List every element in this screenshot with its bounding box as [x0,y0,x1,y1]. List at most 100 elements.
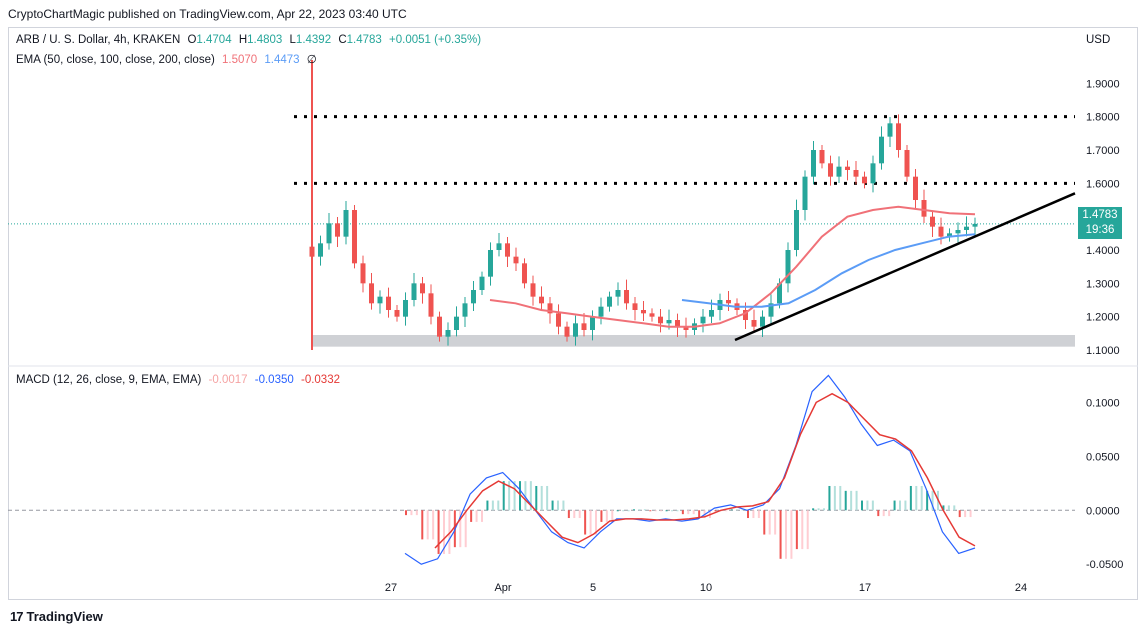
macd-histogram-bar [882,510,885,517]
macd-histogram-bar [546,485,549,511]
macd-histogram-bar [529,481,532,511]
macd-histogram-bar [763,510,766,535]
macd-histogram-bar [627,510,630,512]
macd-histogram-bar [540,485,543,511]
macd-histogram-bar [736,509,739,511]
macd-histogram-bar [638,509,641,511]
macd-histogram-bar [649,510,652,512]
candle-body [615,290,621,297]
macd-histogram-bar [524,481,527,511]
candle-body [845,166,850,170]
candle-body [547,303,553,314]
time-axis-label: 17 [859,582,871,594]
macd-histogram-bar [665,510,668,512]
candle-body [411,283,417,300]
candle-body [683,326,689,330]
macd-histogram-bar [861,500,863,511]
candle-body [420,283,425,294]
candle-body [964,226,969,230]
macd-histogram-bar [833,485,836,511]
candle-body [471,290,476,304]
macd-histogram-bar [839,485,842,511]
macd-histogram-bar [491,500,494,511]
candle-body [454,316,459,330]
ema100-line [681,233,976,308]
candle-body [777,283,782,304]
macd-histogram-bar [828,485,831,511]
macd-histogram-bar [915,485,918,511]
tradingview-brand[interactable]: 17 TradingView [10,609,103,624]
macd-histogram-bar [909,485,912,511]
macd-histogram-bar [676,510,679,512]
macd-histogram-bar [931,490,934,511]
macd-histogram-bar [817,508,820,511]
candle-body [428,293,434,317]
candle-body [386,296,391,310]
price-axis-label: 1.8000 [1086,112,1120,124]
candle-body [955,230,961,234]
price-axis-label: 1.4000 [1086,245,1120,257]
candle-body [377,296,383,304]
candle-body [437,316,442,337]
candle-body [462,303,468,317]
macd-histogram-bar [823,508,825,511]
macd-histogram-bar [785,510,787,559]
trendline [734,192,1076,342]
price-pane [8,60,1076,350]
candle-body [700,316,706,324]
close-label: C [338,34,347,46]
macd-histogram-bar [557,500,559,511]
macd-histogram-bar [953,505,956,511]
candle-body [836,166,842,177]
candle-body [709,310,714,317]
candle-body [360,263,366,284]
currency-label: USD [1086,34,1111,46]
high-label: H [238,34,248,46]
macd-histogram-bar [844,490,847,511]
macd-hist-value: -0.0017 [208,374,248,386]
price-axis-label: 1.3000 [1086,278,1120,290]
price-axis-label: 1.7000 [1086,145,1120,157]
macd-histogram-bar [714,510,717,512]
candle-body [921,200,927,217]
macd-legend: MACD (12, 26, close, 9, EMA, EMA) -0.001… [16,374,344,386]
signal-line [434,392,976,549]
candle-body [607,296,612,307]
close-value: 1.4783 [346,34,382,46]
macd-histogram-bar [920,485,923,511]
candle-body [675,320,680,327]
candle-body [904,150,910,177]
macd-histogram-bar [513,481,516,511]
macd-axis-label: 0.1000 [1086,397,1120,409]
macd-histogram-bar [426,510,429,540]
macd-histogram-bar [643,509,646,511]
candle-body [828,163,833,177]
macd-histogram-bar [589,510,592,535]
macd-histogram-bar [633,509,635,511]
candle-body [343,210,349,237]
candle-body [862,176,867,184]
macd-histogram-bar [801,510,804,550]
macd-histogram-bar [741,509,744,511]
low-value: 1.4392 [295,34,332,46]
macd-histogram-bar [464,510,467,548]
macd-histogram-bar [470,510,473,522]
candle-body [479,276,485,290]
macd-histogram-bar [947,505,950,511]
chart-frame[interactable] [8,27,1138,600]
change-value: +0.0051 (+0.35%) [389,34,482,46]
macd-histogram-bar [481,510,483,522]
macd-histogram-bar [671,510,673,512]
tradingview-logo-icon: 17 [10,609,24,624]
macd-histogram-bar [806,510,809,550]
publish-header: CryptoChartMagic published on TradingVie… [8,7,407,21]
candle-body [556,313,561,327]
macd-line [404,374,976,565]
time-axis-label: 10 [700,582,712,594]
candle-body [369,283,374,304]
candle-body [352,210,357,264]
ema-legend: EMA (50, close, 100, close, 200, close) … [16,52,321,66]
macd-value: -0.0350 [254,374,294,386]
macd-histogram-bar [508,481,511,511]
